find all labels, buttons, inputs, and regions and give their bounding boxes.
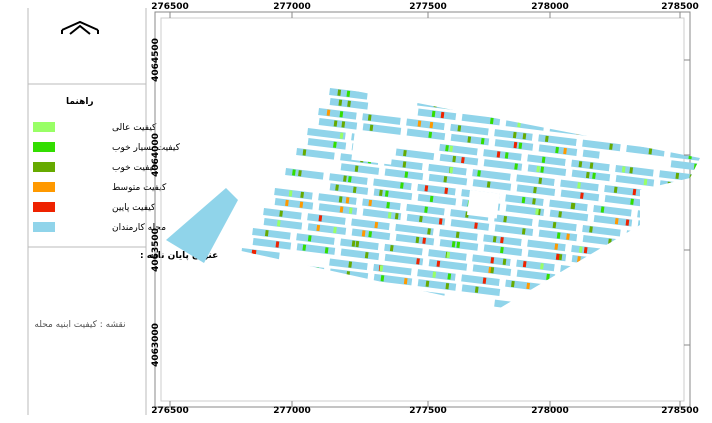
legend-swatch xyxy=(33,202,55,212)
x-coordinate-label: 276500 xyxy=(151,2,189,12)
x-coordinate-label: 277500 xyxy=(409,406,447,416)
open-space xyxy=(467,190,500,218)
map-note: نقشه : کیفیت ابنیه محله xyxy=(34,320,125,330)
x-coordinate-label: 278000 xyxy=(531,406,569,416)
legend-swatch xyxy=(33,122,55,132)
legend-label: کیفیت پایین xyxy=(112,203,156,213)
legend-title: راهنما xyxy=(66,97,94,107)
y-coordinate-label: 4063500 xyxy=(151,228,161,272)
legend-swatch xyxy=(33,162,55,172)
x-coordinate-label: 277000 xyxy=(273,406,311,416)
y-coordinate-label: 4064500 xyxy=(151,38,161,82)
x-coordinate-label: 277500 xyxy=(409,2,447,12)
legend-swatch xyxy=(33,182,55,192)
legend-label: کیفیت عالی xyxy=(112,123,157,133)
y-coordinate-label: 4064000 xyxy=(151,133,161,177)
legend-swatch xyxy=(33,142,55,152)
x-coordinate-label: 278500 xyxy=(661,406,699,416)
x-coordinate-label: 278000 xyxy=(531,2,569,12)
open-space xyxy=(351,130,394,165)
y-coordinate-label: 4063000 xyxy=(151,323,161,367)
legend-label: کیفیت متوسط xyxy=(112,183,167,193)
legend-swatch xyxy=(33,222,55,232)
x-coordinate-label: 277000 xyxy=(273,2,311,12)
legend-label: کیفیت بسیار خوب xyxy=(112,143,181,153)
x-coordinate-label: 278500 xyxy=(661,2,699,12)
x-coordinate-label: 276500 xyxy=(151,406,189,416)
